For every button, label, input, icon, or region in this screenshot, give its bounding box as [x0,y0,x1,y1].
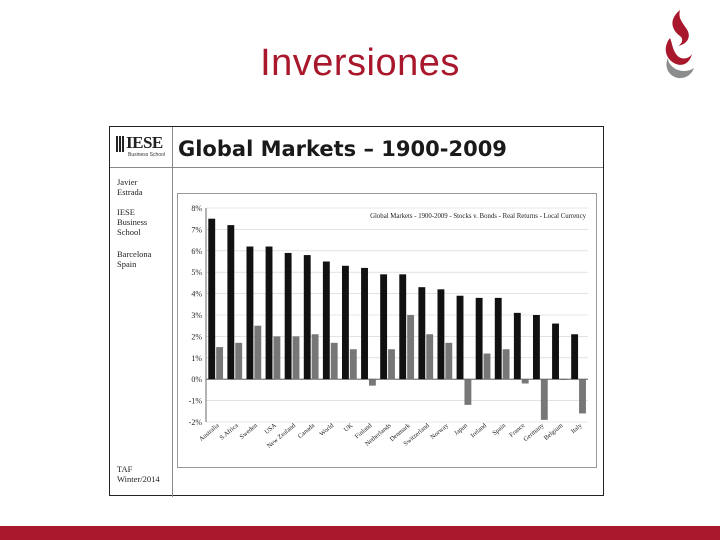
bar-bonds [235,342,243,380]
bar-bonds [521,379,529,384]
bar-stocks [265,246,273,380]
y-tick-label: 8% [191,204,202,213]
bar-bonds [426,334,434,380]
sidebar-footer: TAF Winter/2014 [117,464,160,484]
sidebar-author: Javier Estrada [117,177,143,197]
footer-line: TAF [117,464,133,474]
sidebar-school: IESE Business School [117,207,147,237]
bar-bonds [579,379,586,414]
bar-stocks [437,289,445,380]
author-line: Estrada [117,187,143,197]
iese-logo-text: IESE [126,133,163,152]
y-tick-label: 7% [191,225,202,234]
bar-bonds [540,379,548,420]
sidebar-city: Barcelona Spain [117,249,151,269]
bar-stocks [552,323,559,380]
city-line: Barcelona [117,249,152,259]
bottom-accent-bar [0,526,720,540]
y-tick-label: 0% [191,375,202,384]
bar-bonds [464,379,472,405]
iese-logo-subtext: Business School [128,152,165,158]
bar-stocks [208,218,216,380]
school-line: IESE [117,207,135,217]
y-tick-label: 2% [191,332,202,341]
x-tick-label: UK [343,422,355,434]
y-tick-label: 6% [191,247,202,256]
y-tick-label: 1% [191,354,202,363]
bar-bonds [330,342,338,380]
embedded-header: IESE Business School Global Markets – 19… [110,127,603,168]
footer-line: Winter/2014 [117,474,160,484]
bar-stocks [571,334,579,380]
school-line: School [117,227,141,237]
chart-title: Global Markets - 1900-2009 - Stocks v. B… [370,213,586,220]
y-tick-label: 3% [191,311,202,320]
x-tick-label: Canada [297,422,317,440]
bar-bonds [388,349,395,380]
bar-bonds [407,315,415,380]
bar-stocks [227,225,235,380]
x-tick-label: World [318,422,335,438]
bar-bonds [483,353,491,380]
x-tick-label: Belgium [543,422,565,442]
bar-stocks [341,265,349,380]
y-tick-label: -2% [189,418,203,427]
bar-stocks [399,274,407,380]
bar-bonds [502,349,510,380]
bar-bonds [559,379,567,380]
y-tick-label: 5% [191,268,202,277]
bar-bonds [445,342,453,380]
x-tick-label: Spain [491,422,507,437]
flame-logo-icon [665,10,694,79]
sidebar-divider [172,127,173,497]
bar-stocks [322,261,330,380]
iese-logo: IESE Business School [116,133,168,159]
iese-logo-icon [116,136,124,152]
bar-stocks [246,246,254,380]
city-line: Spain [117,259,137,269]
bar-stocks [475,297,483,380]
embedded-slide-image: IESE Business School Global Markets – 19… [109,126,604,497]
x-tick-label: Italy [570,422,584,436]
x-tick-label: Ireland [469,422,488,440]
bar-bonds [273,336,281,380]
bar-bonds [292,336,300,380]
slide-title: Inversiones [260,42,460,84]
bar-stocks [532,315,540,380]
x-tick-label: USA [263,422,278,436]
x-tick-label: Japan [453,422,469,437]
bar-bonds [254,325,262,380]
bar-stocks [361,267,368,380]
bar-bonds [368,379,376,386]
y-tick-label: -1% [189,397,203,406]
author-line: Javier [117,177,138,187]
bar-bonds [311,334,319,380]
bar-stocks [284,252,292,380]
bar-bonds [216,347,224,380]
bar-stocks [418,287,426,380]
school-line: Business [117,217,148,227]
x-tick-label: Sweden [239,422,260,441]
y-tick-label: 4% [191,290,202,299]
bar-stocks [513,312,521,380]
bar-chart: 8% 7% 6% 5% 4% 3% 2% 1% 0% -1% -2% Global Markets -… [189,204,588,450]
bar-stocks [494,297,502,380]
x-tick-label: Germany [522,422,546,443]
chart-frame: 8% 7% 6% 5% 4% 3% 2% 1% 0% -1% -2% Global Markets -… [177,193,597,468]
bar-stocks [380,274,388,380]
x-tick-label: Norway [429,422,450,441]
bar-stocks [456,295,464,380]
bar-bonds [349,349,357,380]
embedded-title: Global Markets – 1900-2009 [178,137,507,161]
x-tick-label: S.Africa [219,422,240,441]
bar-stocks [303,255,311,380]
